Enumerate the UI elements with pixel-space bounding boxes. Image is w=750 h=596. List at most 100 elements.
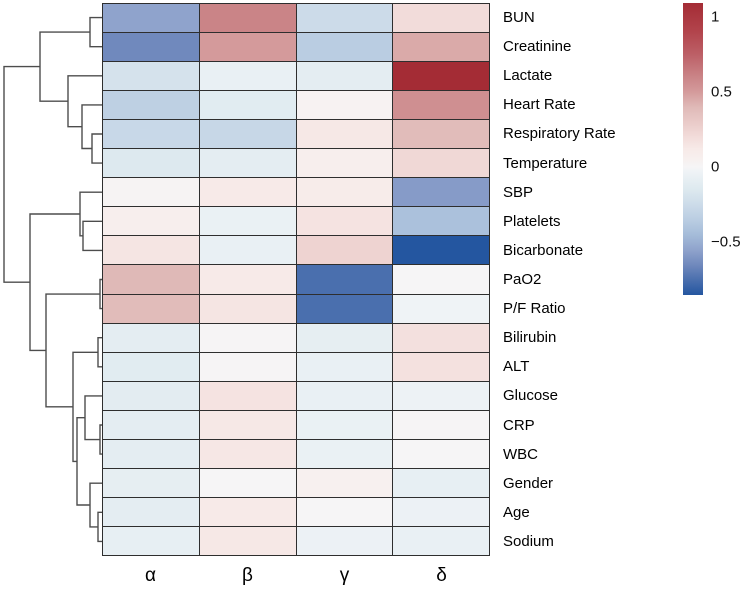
heatmap-cell: [103, 33, 199, 62]
heatmap-cell: [296, 410, 393, 439]
dendrogram-link: [29, 213, 80, 352]
heatmap-cell: [103, 439, 199, 468]
heatmap-cell: [199, 352, 296, 381]
heatmap-cell: [393, 526, 489, 555]
heatmap-cell: [199, 120, 296, 149]
heatmap-cell: [199, 439, 296, 468]
row-label: WBC: [503, 445, 538, 463]
heatmap-cell: [393, 62, 489, 91]
heatmap-cell: [103, 236, 199, 265]
heatmap-cell: [103, 62, 199, 91]
heatmap-cell: [296, 62, 393, 91]
heatmap-cell: [393, 4, 489, 33]
heatmap-cell: [296, 207, 393, 236]
heatmap-cell: [296, 439, 393, 468]
row-labels: BUN Creatinine Lactate Heart Rate Respirator…: [500, 3, 700, 556]
row-label: Platelets: [503, 212, 561, 230]
colorbar: [683, 3, 703, 295]
dendrogram-link: [67, 75, 102, 128]
heatmap-cell: [103, 381, 199, 410]
heatmap-cell: [393, 468, 489, 497]
heatmap-cell: [393, 178, 489, 207]
heatmap-cell: [393, 381, 489, 410]
heatmap-cell: [393, 497, 489, 526]
column-label: α: [145, 565, 156, 586]
heatmap-cell: [296, 381, 393, 410]
heatmap-cell: [393, 439, 489, 468]
heatmap-grid: [102, 3, 490, 556]
heatmap-cell: [103, 410, 199, 439]
heatmap-cell: [199, 497, 296, 526]
heatmap-cell: [103, 178, 199, 207]
heatmap-cell: [296, 323, 393, 352]
heatmap-cell: [199, 323, 296, 352]
heatmap-cell: [393, 91, 489, 120]
row-label: Creatinine: [503, 38, 572, 56]
heatmap-cell: [199, 381, 296, 410]
heatmap-cell: [103, 352, 199, 381]
heatmap-cell: [199, 265, 296, 294]
heatmap-cell: [199, 526, 296, 555]
heatmap-cell: [296, 4, 393, 33]
heatmap-cell: [103, 468, 199, 497]
heatmap-cell: [296, 33, 393, 62]
row-label: BUN: [503, 9, 535, 27]
heatmap-cell: [296, 468, 393, 497]
heatmap-cell: [296, 294, 393, 323]
heatmap-cell: [296, 91, 393, 120]
heatmap-cell: [103, 323, 199, 352]
heatmap-cell: [103, 4, 199, 33]
row-label: P/F Ratio: [503, 300, 566, 318]
heatmap-cell: [199, 62, 296, 91]
column-labels: α β γ δ: [102, 560, 490, 592]
dendrogram-link: [89, 482, 102, 528]
heatmap-cell: [103, 265, 199, 294]
colorbar-tick-label: 0: [711, 158, 720, 176]
heatmap-cell: [296, 120, 393, 149]
heatmap-cell: [393, 352, 489, 381]
row-label: Heart Rate: [503, 96, 576, 114]
row-label: Sodium: [503, 533, 554, 551]
heatmap-cell: [199, 468, 296, 497]
row-label: PaO2: [503, 271, 542, 289]
row-label: CRP: [503, 416, 535, 434]
heatmap-cell: [393, 120, 489, 149]
row-label: SBP: [503, 183, 534, 201]
row-label: Bilirubin: [503, 329, 557, 347]
heatmap-cell: [296, 149, 393, 178]
heatmap-cell: [103, 120, 199, 149]
heatmap-cell: [199, 149, 296, 178]
heatmap-cell: [296, 265, 393, 294]
heatmap-cell: [103, 207, 199, 236]
row-label: Lactate: [503, 67, 553, 85]
row-dendrogram: [3, 16, 102, 543]
heatmap-cell: [103, 149, 199, 178]
heatmap-cell: [199, 236, 296, 265]
heatmap-cell: [103, 91, 199, 120]
colorbar-gradient: [683, 3, 703, 295]
colorbar-tick-label: 1: [711, 8, 720, 26]
heatmap-cell: [393, 294, 489, 323]
column-label: γ: [339, 565, 350, 586]
row-label: Gender: [503, 474, 554, 492]
heatmap-cell: [393, 149, 489, 178]
heatmap-cell: [393, 323, 489, 352]
colorbar-tick-label: 0.5: [711, 83, 732, 101]
heatmap-cell: [393, 236, 489, 265]
dendrogram-link: [82, 220, 102, 252]
row-label: Bicarbonate: [503, 241, 584, 259]
heatmap-cell: [393, 207, 489, 236]
heatmap-cell: [296, 178, 393, 207]
heatmap-cell: [296, 352, 393, 381]
heatmap-cell: [199, 294, 296, 323]
dendrogram-link: [39, 31, 90, 102]
row-label: Glucose: [503, 387, 559, 405]
heatmap-cell: [199, 178, 296, 207]
heatmap-cell: [296, 236, 393, 265]
heatmap-cell: [393, 265, 489, 294]
heatmap-cell: [103, 294, 199, 323]
dendrogram-link: [76, 417, 90, 506]
heatmap-cell: [199, 207, 296, 236]
heatmap-cell: [199, 33, 296, 62]
heatmap-cell: [393, 410, 489, 439]
